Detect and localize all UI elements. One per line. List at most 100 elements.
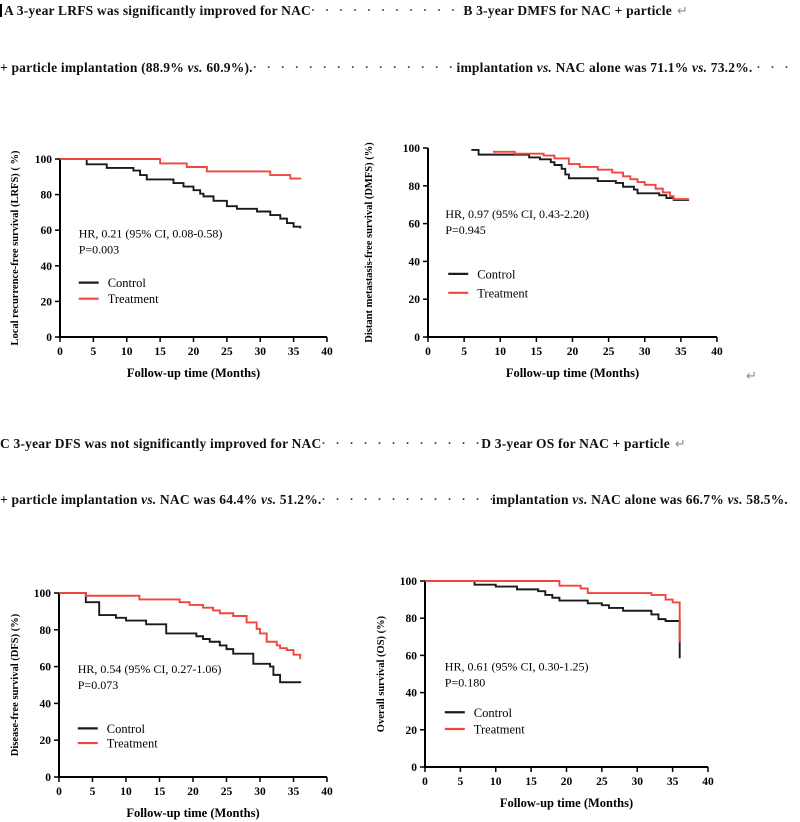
y-tick-label: 100 bbox=[400, 576, 418, 588]
y-tick-label: 100 bbox=[34, 588, 52, 600]
x-tick-label: 40 bbox=[321, 346, 333, 358]
vs-italic: vs. bbox=[187, 60, 203, 75]
x-tick-label: 35 bbox=[288, 786, 300, 798]
vs-italic: vs. bbox=[727, 492, 743, 507]
caption-row1-line2: + particle implantation (88.9% vs. 60.9%… bbox=[0, 60, 798, 76]
x-tick-label: 20 bbox=[188, 346, 200, 358]
hr-annotation-line: HR, 0.61 (95% CI, 0.30-1.25) bbox=[445, 659, 589, 673]
x-tick-label: 40 bbox=[711, 346, 723, 358]
legend-label-treatment: Treatment bbox=[107, 737, 158, 751]
x-tick-label: 30 bbox=[632, 776, 644, 788]
x-tick-label: 40 bbox=[321, 786, 333, 798]
x-tick-label: 10 bbox=[490, 776, 502, 788]
caption-d-text: D 3-year OS for NAC + particle bbox=[481, 436, 670, 451]
x-tick-label: 40 bbox=[702, 776, 714, 788]
space-dots: · · · · · · · · · · · · · · · · · · · · … bbox=[252, 60, 457, 74]
curve-control bbox=[425, 580, 681, 659]
panel-a-svg: 0 20 40 60 80 100 0 5 10 15 20 25 30 35 40 HR, 0.21 (95… bbox=[10, 150, 333, 380]
curve-treatment bbox=[425, 580, 681, 643]
x-tick-label: 25 bbox=[221, 346, 233, 358]
y-tick-label: 60 bbox=[40, 662, 52, 674]
space-dots: · · · bbox=[756, 60, 792, 74]
panel-b-svg: 0 20 40 60 80 100 0 5 10 15 20 25 30 35 40 HR, 0.97 (95… bbox=[364, 142, 723, 380]
hr-annotation-line: P=0.073 bbox=[78, 678, 118, 692]
x-axis-label: Follow-up time (Months) bbox=[126, 806, 259, 820]
y-axis-label: Distant metastasis-free survival (DMFS) … bbox=[364, 142, 375, 343]
x-tick-label: 15 bbox=[154, 346, 166, 358]
caption-a-line1: A 3-year LRFS was significantly improved… bbox=[0, 2, 311, 19]
x-tick-label: 5 bbox=[461, 346, 467, 358]
x-tick-label: 30 bbox=[255, 346, 267, 358]
y-tick-label: 100 bbox=[403, 143, 421, 155]
legend-label-control: Control bbox=[107, 722, 146, 736]
y-tick-label: 20 bbox=[409, 294, 421, 306]
vs-italic: vs. bbox=[141, 492, 157, 507]
x-tick-label: 5 bbox=[90, 786, 96, 798]
caption-a-line2: + particle implantation (88.9% vs. 60.9%… bbox=[0, 60, 253, 75]
y-tick-label: 0 bbox=[46, 332, 52, 344]
x-tick-label: 10 bbox=[495, 346, 507, 358]
y-tick-label: 60 bbox=[41, 225, 53, 237]
y-tick-label: 100 bbox=[35, 154, 53, 166]
x-tick-label: 0 bbox=[422, 776, 428, 788]
hr-annotation-line: HR, 0.97 (95% CI, 0.43-2.20) bbox=[445, 207, 589, 221]
caption-b-line1: B 3-year DMFS for NAC + particle ↵ bbox=[463, 3, 688, 19]
y-tick-label: 60 bbox=[409, 219, 421, 231]
y-tick-label: 0 bbox=[411, 762, 417, 774]
x-tick-label: 35 bbox=[288, 346, 300, 358]
hr-annotation-line: P=0.180 bbox=[445, 675, 485, 689]
hr-annotation-line: HR, 0.21 (95% CI, 0.08-0.58) bbox=[79, 226, 223, 240]
x-tick-label: 20 bbox=[561, 776, 573, 788]
legend-label-control: Control bbox=[108, 276, 147, 290]
x-tick-label: 30 bbox=[639, 346, 651, 358]
panel-c-dfs-chart: 0 20 40 60 80 100 0 5 10 15 20 25 30 35 40 HR, 0.54 (95… bbox=[6, 552, 362, 822]
legend-label-treatment: Treatment bbox=[108, 292, 159, 306]
caption-d-line2: implantation vs. NAC alone was 66.7% vs.… bbox=[492, 492, 788, 507]
y-tick-label: 20 bbox=[40, 735, 52, 747]
y-tick-label: 80 bbox=[41, 190, 53, 202]
x-tick-label: 15 bbox=[154, 786, 166, 798]
x-tick-label: 20 bbox=[187, 786, 199, 798]
curve-treatment bbox=[60, 158, 302, 180]
caption-b-line2: implantation vs. NAC alone was 71.1% vs.… bbox=[456, 60, 753, 75]
space-dots: · · · · · · · · · · · · · · · · · · · · … bbox=[321, 492, 493, 506]
y-tick-label: 20 bbox=[406, 725, 418, 737]
x-tick-label: 25 bbox=[603, 346, 615, 358]
vs-italic: vs. bbox=[261, 492, 277, 507]
panel-d-os-chart: 0 20 40 60 80 100 0 5 10 15 20 25 30 35 40 HR, 0.61 (95… bbox=[372, 546, 762, 822]
x-tick-label: 30 bbox=[254, 786, 266, 798]
x-tick-label: 35 bbox=[667, 776, 679, 788]
caption-c-text: C 3-year DFS was not significantly impro… bbox=[0, 436, 322, 451]
y-tick-label: 20 bbox=[41, 296, 53, 308]
x-tick-label: 15 bbox=[531, 346, 543, 358]
x-tick-label: 5 bbox=[458, 776, 464, 788]
x-tick-label: 10 bbox=[120, 786, 132, 798]
y-tick-label: 40 bbox=[409, 256, 421, 268]
panel-d-svg: 0 20 40 60 80 100 0 5 10 15 20 25 30 35 40 HR, 0.61 (95… bbox=[376, 576, 714, 810]
vs-italic: vs. bbox=[572, 492, 588, 507]
x-axis-label: Follow-up time (Months) bbox=[127, 366, 260, 380]
y-tick-label: 40 bbox=[41, 261, 53, 273]
text-cursor bbox=[0, 4, 2, 17]
x-tick-label: 0 bbox=[57, 346, 63, 358]
x-tick-label: 15 bbox=[525, 776, 537, 788]
caption-d-line1: D 3-year OS for NAC + particle ↵ bbox=[481, 436, 686, 452]
paragraph-mark: ↵ bbox=[746, 368, 757, 383]
curve-control bbox=[59, 592, 302, 684]
caption-row1-line1: A 3-year LRFS was significantly improved… bbox=[0, 2, 798, 19]
paragraph-mark: ↵ bbox=[676, 3, 688, 18]
space-dots: · · · · · · · · · · · · · · · · · · · · … bbox=[321, 436, 481, 450]
y-tick-label: 40 bbox=[406, 688, 418, 700]
panel-a-lrfs-chart: 0 20 40 60 80 100 0 5 10 15 20 25 30 35 40 HR, 0.21 (95… bbox=[6, 120, 362, 392]
curve-treatment bbox=[59, 592, 302, 660]
x-axis-label: Follow-up time (Months) bbox=[500, 796, 633, 810]
y-axis-label: Disease-free survival (DFS) (%) bbox=[10, 613, 21, 756]
legend-label-control: Control bbox=[477, 267, 516, 281]
y-axis-label: Overall survival (OS) (%) bbox=[376, 615, 387, 732]
hr-annotation-line: HR, 0.54 (95% CI, 0.27-1.06) bbox=[78, 662, 222, 676]
hr-annotation-line: P=0.945 bbox=[445, 223, 485, 237]
curve-control bbox=[471, 148, 690, 201]
x-tick-label: 20 bbox=[567, 346, 579, 358]
legend-label-treatment: Treatment bbox=[474, 723, 525, 737]
y-tick-label: 0 bbox=[414, 332, 420, 344]
